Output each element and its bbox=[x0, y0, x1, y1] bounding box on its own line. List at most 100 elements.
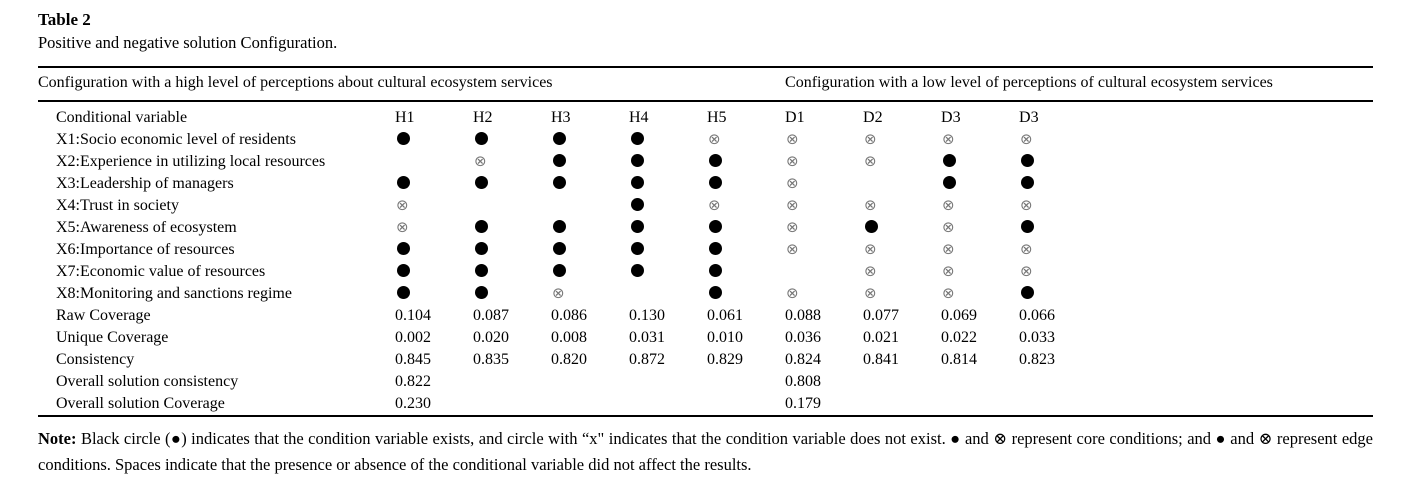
row-label: Overall solution Coverage bbox=[56, 395, 225, 412]
cell-value bbox=[941, 371, 1019, 393]
cell-symbol: ⊗ bbox=[941, 195, 1019, 217]
cell-symbol bbox=[707, 151, 785, 173]
cell-symbol bbox=[551, 217, 629, 239]
column-header: D3 bbox=[1019, 109, 1039, 126]
filled-circle-icon bbox=[631, 242, 644, 255]
circled-x-icon: ⊗ bbox=[708, 196, 721, 214]
note-label: Note: bbox=[38, 429, 77, 448]
circled-x-icon: ⊗ bbox=[786, 240, 799, 258]
cell-value bbox=[707, 393, 785, 416]
filler-cell bbox=[1097, 283, 1373, 305]
table-row: Overall solution consistency 0.822 0.808 bbox=[38, 371, 1373, 393]
filler-cell bbox=[1097, 371, 1373, 393]
filler-cell bbox=[1097, 261, 1373, 283]
filler-cell bbox=[1097, 173, 1373, 195]
row-label: Raw Coverage bbox=[56, 307, 151, 324]
cell-symbol bbox=[395, 261, 473, 283]
filler-cell bbox=[1097, 327, 1373, 349]
circled-x-icon: ⊗ bbox=[942, 196, 955, 214]
cell-value: 0.845 bbox=[395, 351, 431, 368]
filled-circle-icon bbox=[475, 286, 488, 299]
cell-symbol: ⊗ bbox=[473, 151, 551, 173]
cell-symbol bbox=[395, 129, 473, 151]
table-row: X1:Socio economic level of residents ⊗ ⊗ ⊗ ⊗… bbox=[38, 129, 1373, 151]
filled-circle-icon bbox=[631, 132, 644, 145]
cell-symbol: ⊗ bbox=[863, 283, 941, 305]
cell-symbol bbox=[395, 151, 473, 173]
cell-value: 0.088 bbox=[785, 307, 822, 324]
cell-symbol bbox=[473, 261, 551, 283]
filled-circle-icon bbox=[1021, 176, 1035, 189]
filled-circle-icon bbox=[553, 220, 566, 233]
cell-value bbox=[473, 393, 551, 416]
cell-symbol bbox=[551, 261, 629, 283]
note-text: Black circle (●) indicates that the cond… bbox=[38, 429, 1373, 474]
cell-symbol bbox=[629, 283, 707, 305]
cell-symbol: ⊗ bbox=[395, 195, 473, 217]
column-header-label: Conditional variable bbox=[56, 109, 188, 126]
cell-value bbox=[1019, 393, 1097, 416]
table-row: Overall solution Coverage 0.230 0.179 bbox=[38, 393, 1373, 416]
table-body: Configuration with a high level of perce… bbox=[38, 67, 1374, 416]
circled-x-icon: ⊗ bbox=[1020, 262, 1033, 280]
page: Table 2 Positive and negative solution C… bbox=[38, 10, 1374, 474]
circled-x-icon: ⊗ bbox=[864, 196, 877, 214]
circled-x-icon: ⊗ bbox=[942, 240, 955, 258]
row-label: X1:Socio economic level of residents bbox=[56, 131, 296, 148]
cell-symbol bbox=[629, 261, 707, 283]
cell-symbol: ⊗ bbox=[785, 151, 863, 173]
row-label: Consistency bbox=[56, 351, 135, 368]
circled-x-icon: ⊗ bbox=[1020, 240, 1033, 258]
row-label: X4:Trust in society bbox=[56, 197, 179, 214]
filled-circle-icon bbox=[865, 220, 879, 233]
column-header-row: Conditional variable H1 H2 H3 H4 H5 D1 D2 D3 D3 bbox=[38, 101, 1373, 129]
filled-circle-icon bbox=[709, 154, 722, 167]
table-row: X2:Experience in utilizing local resourc… bbox=[38, 151, 1373, 173]
column-header: H4 bbox=[629, 109, 649, 126]
cell-symbol: ⊗ bbox=[863, 129, 941, 151]
circled-x-icon: ⊗ bbox=[864, 152, 877, 170]
cell-value bbox=[863, 371, 941, 393]
cell-symbol bbox=[629, 217, 707, 239]
cell-symbol bbox=[395, 283, 473, 305]
cell-value: 0.835 bbox=[473, 351, 509, 368]
cell-symbol bbox=[707, 283, 785, 305]
cell-value: 0.069 bbox=[941, 307, 978, 324]
row-label: X7:Economic value of resources bbox=[56, 263, 266, 280]
cell-value bbox=[707, 371, 785, 393]
filler-cell bbox=[1097, 101, 1373, 129]
circled-x-icon: ⊗ bbox=[864, 240, 877, 258]
cell-symbol bbox=[707, 261, 785, 283]
cell-value bbox=[551, 393, 629, 416]
table-row: Raw Coverage 0.104 0.087 0.086 0.130 0.061 0.0… bbox=[38, 305, 1373, 327]
cell-value: 0.087 bbox=[473, 307, 509, 324]
table-row: Unique Coverage 0.002 0.020 0.008 0.031 0.010… bbox=[38, 327, 1373, 349]
circled-x-icon: ⊗ bbox=[864, 262, 877, 280]
cell-symbol: ⊗ bbox=[785, 129, 863, 151]
filler-cell bbox=[1097, 217, 1373, 239]
circled-x-icon: ⊗ bbox=[1020, 196, 1033, 214]
section-header-high: Configuration with a high level of perce… bbox=[38, 67, 786, 102]
cell-symbol bbox=[551, 129, 629, 151]
cell-symbol bbox=[707, 239, 785, 261]
cell-value bbox=[551, 371, 629, 393]
cell-symbol: ⊗ bbox=[863, 195, 941, 217]
row-label: X8:Monitoring and sanctions regime bbox=[56, 285, 292, 302]
table-label: Table 2 bbox=[38, 10, 91, 29]
cell-symbol bbox=[629, 173, 707, 195]
cell-symbol bbox=[551, 239, 629, 261]
cell-symbol bbox=[395, 239, 473, 261]
filler-cell bbox=[1097, 239, 1373, 261]
filled-circle-icon bbox=[709, 242, 722, 255]
column-header: H2 bbox=[473, 109, 493, 126]
cell-value: 0.841 bbox=[863, 351, 900, 368]
cell-value: 0.036 bbox=[785, 329, 822, 346]
filler-cell bbox=[1097, 393, 1373, 416]
cell-symbol bbox=[473, 283, 551, 305]
cell-value: 0.077 bbox=[863, 307, 900, 324]
table-row: X6:Importance of resources ⊗ ⊗ ⊗ ⊗ bbox=[38, 239, 1373, 261]
table-row: X4:Trust in society ⊗ ⊗ ⊗ ⊗ ⊗ ⊗ bbox=[38, 195, 1373, 217]
circled-x-icon: ⊗ bbox=[786, 218, 799, 236]
cell-symbol bbox=[863, 217, 941, 239]
cell-symbol bbox=[941, 151, 1019, 173]
